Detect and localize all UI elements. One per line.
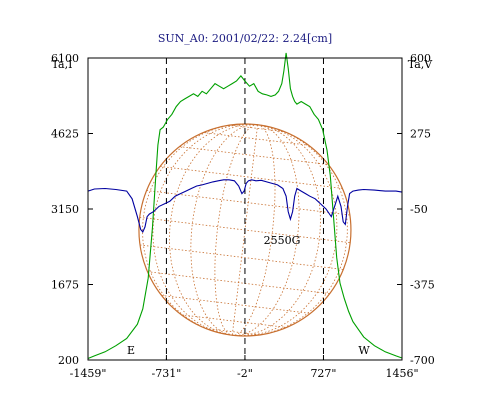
sun-longitude-line — [142, 123, 258, 336]
x-tick-label: -1459" — [70, 367, 107, 380]
x-axis-ticks: -1459" -731" -2" 727" 1456" — [70, 355, 419, 380]
sun-latitude-line — [181, 314, 287, 328]
marker-lines — [165, 58, 324, 360]
sun-longitude-line — [190, 124, 258, 336]
sun-longitude-line — [169, 123, 258, 336]
left-tick-label: 6100 — [51, 52, 79, 65]
left-tick-label: 4625 — [51, 128, 79, 141]
x-tick-label: 727" — [310, 367, 336, 380]
field-strength-annotation: 2550G — [264, 234, 301, 247]
sun-longitude-line — [232, 124, 300, 336]
right-tick-label: -375 — [410, 279, 435, 292]
limb-label-east: E — [127, 344, 135, 357]
sun-longitude-line — [232, 124, 276, 336]
sun-latitude-line — [179, 146, 329, 165]
right-axis-label: Ta,V — [408, 58, 434, 71]
sun-latitude-line — [161, 295, 311, 314]
x-tick-label: 1456" — [385, 367, 418, 380]
right-axis-ticks: -700 -375 -50 275 600 — [397, 52, 435, 367]
x-tick-label: -731" — [152, 367, 182, 380]
right-tick-label: -50 — [410, 203, 428, 216]
sun-latitude-line — [146, 190, 350, 216]
left-tick-label: 1675 — [51, 279, 79, 292]
left-axis-ticks: 200 1675 3150 4625 6100 — [51, 52, 93, 367]
sun-longitude-line — [232, 124, 321, 337]
left-tick-label: 3150 — [51, 203, 79, 216]
sun-longitude-line — [214, 124, 258, 336]
series-line-1 — [87, 179, 403, 234]
right-tick-label: 275 — [410, 128, 431, 141]
sun-longitude-line — [152, 123, 258, 336]
series-layer — [87, 52, 403, 360]
sun-longitude-line — [232, 124, 348, 337]
chart-title: SUN_A0: 2001/02/22: 2.24[cm] — [158, 32, 332, 45]
left-tick-label: 200 — [58, 354, 79, 367]
right-tick-label: -700 — [410, 354, 435, 367]
left-axis-label: Ta,I — [52, 58, 73, 71]
limb-label-west: W — [358, 344, 370, 357]
x-tick-label: -2" — [237, 367, 253, 380]
right-tick-label: 600 — [410, 52, 431, 65]
